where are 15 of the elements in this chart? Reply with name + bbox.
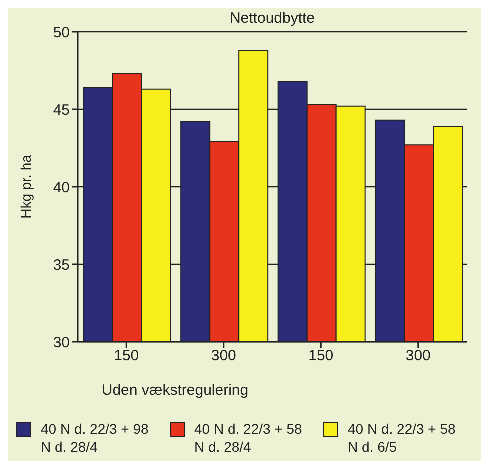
legend-label: 40 N d. 22/3 + 58 N d. 6/5 [348, 420, 457, 456]
y-axis-title: Hkg pr. ha [18, 154, 34, 219]
y-tick-label: 30 [53, 334, 70, 352]
text: Uden vækstregulering [100, 382, 250, 399]
legend-label: 40 N d. 22/3 + 98 N d. 28/4 [41, 420, 150, 456]
x-tick-label: 300 [211, 348, 236, 365]
legend-label: 40 N d. 22/3 + 58 N d. 28/4 [194, 420, 304, 456]
y-tick-label: 45 [53, 102, 70, 119]
y-tick-label: 40 [53, 179, 70, 196]
y-tick-label: 50 [53, 24, 70, 42]
y-tick-label: 35 [53, 256, 70, 274]
x-tick-label: 300 [406, 348, 431, 365]
x-tick-label: 150 [114, 348, 140, 365]
chart-title: Nettoudbytte [228, 10, 316, 27]
x-tick-label: 150 [308, 348, 334, 365]
